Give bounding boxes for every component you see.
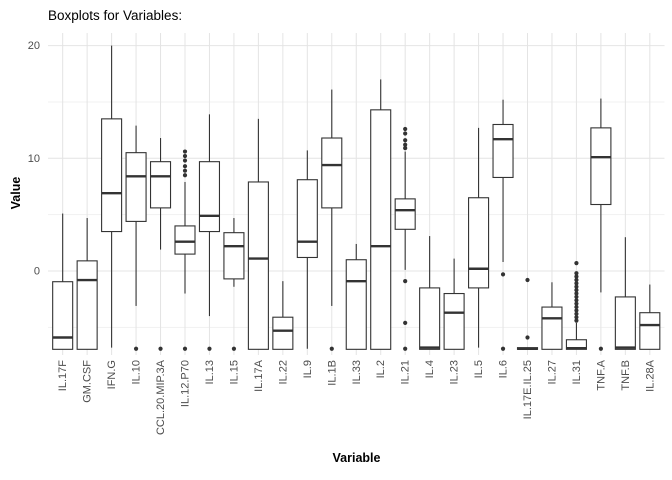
outlier-dot-CCL.20.MIP.3A (158, 346, 163, 351)
x-tick-label: IL.15 (228, 360, 240, 384)
outlier-dot-IL.31 (574, 274, 579, 279)
box-IL.33 (345, 259, 367, 350)
x-tick-label: IL.33 (351, 360, 363, 384)
box-IL.1B (321, 137, 343, 209)
outlier-dot-IL.12.P70 (182, 158, 188, 163)
outlier-dot-IL.21 (403, 131, 408, 136)
x-tick-label: IL.2 (375, 360, 387, 378)
y-tick-label: 0 (34, 266, 40, 278)
outlier-dot-IL.31 (574, 291, 579, 296)
x-tick-label: IL.9 (302, 360, 314, 378)
box-IL.23 (443, 292, 465, 350)
box-IL.5 (468, 197, 490, 289)
x-tick-label: IL.17E.IL.25 (522, 360, 534, 419)
outlier-dot-IL.31 (574, 315, 579, 320)
x-tick-label: IL.4 (424, 360, 436, 378)
x-tick-label: GM.CSF (82, 360, 94, 403)
outlier-dot-IL.31 (574, 281, 579, 286)
x-tick-label: IL.12.P70 (180, 360, 192, 407)
box-IFN.G (101, 118, 123, 233)
box-TNF.A (590, 127, 612, 206)
box-IL.9 (296, 179, 318, 259)
box-IL.4 (419, 287, 441, 350)
x-tick-label: IL.1B (326, 360, 338, 386)
y-axis-title: Value (9, 176, 23, 210)
outlier-dot-IL.31 (574, 261, 579, 266)
outlier-dot-IL.21 (403, 320, 408, 325)
outlier-dot-IL.1B (329, 346, 334, 351)
outlier-dot-IL.10 (133, 346, 139, 351)
x-tick-label: IL.31 (571, 360, 583, 384)
box-TNF.B (614, 296, 636, 350)
box-IL.27 (541, 306, 563, 350)
x-tick-label: IFN.G (106, 360, 118, 389)
outlier-dot-IL.31 (574, 311, 579, 316)
box-GM.CSF (76, 260, 98, 350)
box-IL.17F (52, 281, 74, 350)
outlier-dot-IL.17E.IL.25 (525, 335, 530, 340)
outlier-dot-IL.12.P70 (182, 153, 188, 159)
outlier-dot-IL.12.P70 (182, 164, 188, 169)
box-IL.12.P70 (174, 225, 196, 255)
x-tick-label: IL.23 (449, 360, 461, 384)
outlier-dot-IL.31 (574, 304, 579, 310)
outlier-dot-IL.31 (574, 308, 579, 313)
outlier-dot-IL.31 (574, 298, 579, 303)
box-IL.17A (247, 181, 269, 350)
x-tick-label: IL.22 (277, 360, 289, 384)
x-tick-label: IL.5 (473, 360, 485, 378)
x-tick-label: IL.17F (57, 360, 69, 391)
y-tick-label: 10 (28, 153, 40, 165)
box-CCL.20.MIP.3A (149, 161, 172, 209)
x-tick-label: TNF.B (620, 360, 632, 391)
x-tick-label: IL.28A (644, 359, 656, 391)
box-IL.22 (272, 316, 294, 350)
outlier-dot-IL.12.P70 (182, 346, 188, 351)
outlier-dot-IL.31 (574, 277, 579, 283)
outlier-dot-IL.31 (574, 288, 579, 293)
outlier-dot-IL.31 (574, 284, 579, 289)
x-tick-label: TNF.A (595, 359, 607, 390)
outlier-dot-IL.12.P70 (182, 168, 188, 173)
outlier-dot-IL.21 (403, 279, 408, 284)
y-tick-label: 20 (28, 40, 40, 52)
box-IL.6 (492, 123, 514, 179)
outlier-dot-IL.21 (403, 138, 408, 143)
outlier-dot-IL.17E.IL.25 (525, 277, 530, 283)
x-tick-label: IL.10 (131, 360, 143, 384)
x-tick-label: IL.17A (253, 359, 265, 391)
box-IL.13 (198, 161, 221, 233)
outlier-dot-IL.31 (574, 301, 579, 306)
outlier-dot-TNF.A (598, 346, 603, 351)
outlier-dot-IL.12.P70 (182, 173, 188, 178)
outlier-dot-IL.13 (207, 346, 212, 351)
box-IL.10 (125, 152, 147, 222)
outlier-dot-IL.6 (500, 346, 506, 351)
box-IL.15 (223, 232, 245, 280)
x-tick-label: IL.27 (546, 360, 558, 384)
outlier-dot-IL.21 (403, 146, 408, 151)
x-tick-label: CCL.20.MIP.3A (155, 359, 167, 435)
chart-title: Boxplots for Variables: (48, 8, 183, 23)
box-IL.2 (370, 109, 392, 350)
x-tick-label: IL.6 (498, 360, 510, 378)
outlier-dot-IL.31 (574, 271, 579, 276)
outlier-dot-IL.31 (574, 294, 579, 300)
outlier-dot-IL.21 (403, 142, 408, 147)
outlier-dot-IL.21 (403, 346, 408, 351)
x-axis-title: Variable (332, 451, 381, 465)
outlier-dot-IL.31 (574, 318, 579, 323)
outlier-dot-IL.12.P70 (182, 149, 188, 154)
x-tick-label: IL.21 (400, 360, 412, 384)
outlier-dot-IL.21 (403, 126, 408, 132)
box-IL.28A (639, 312, 661, 350)
outlier-dot-IL.15 (231, 346, 237, 351)
box-IL.21 (394, 198, 416, 230)
x-tick-label: IL.13 (204, 360, 216, 384)
outlier-dot-IL.6 (500, 272, 506, 277)
